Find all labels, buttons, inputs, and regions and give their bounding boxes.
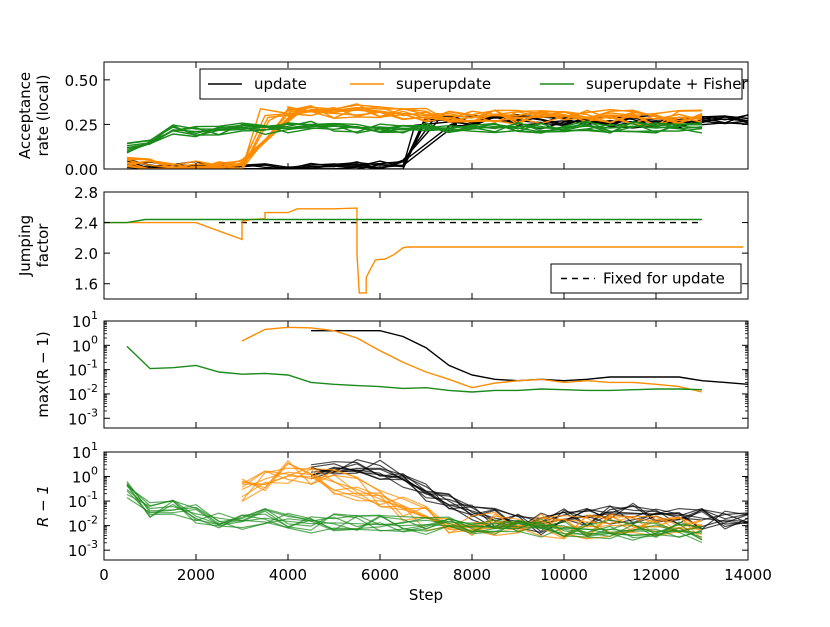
acceptance-rate-panel: 0.00 0.25 0.50 Acceptance rate (local) update… (16, 61, 749, 179)
superupdate-line (241, 326, 703, 393)
y-tick-label: 2.4 (74, 215, 98, 233)
x-axis-label: Step (409, 586, 443, 604)
y-tick-label: 100 (72, 465, 98, 487)
superupdate-fisher-line (126, 120, 703, 153)
x-tick-label: 4000 (269, 566, 307, 584)
legend-label: superupdate + Fisher (586, 75, 748, 93)
superupdate-fisher-line (126, 481, 703, 541)
superupdate-fisher-line (104, 218, 702, 224)
y-tick-label: 0.50 (65, 72, 98, 90)
x-tick-label: 12000 (632, 566, 680, 584)
superupdate-fisher-line (126, 484, 703, 541)
x-tick-label: 14000 (724, 566, 772, 584)
legend (199, 68, 743, 100)
superupdate-fisher-line (126, 345, 703, 393)
plot-area (126, 459, 748, 544)
x-tick-label: 8000 (453, 566, 491, 584)
y-tick-label: 10-3 (68, 538, 98, 560)
axes-frame (103, 320, 749, 429)
update-line (311, 330, 748, 385)
x-tick-label: 6000 (361, 566, 399, 584)
y-tick-label: 10-1 (68, 489, 98, 511)
y-tick-label: 101 (72, 440, 98, 462)
plot-area (126, 103, 748, 169)
legend (550, 263, 742, 294)
y-tick-label: 0.00 (65, 161, 98, 179)
x-tick-label: 0 (99, 566, 109, 584)
y-tick-label: 10-1 (68, 358, 98, 380)
axes-frame (103, 61, 749, 170)
y-tick-label: 0.25 (65, 116, 98, 134)
legend-label: superupdate (396, 75, 491, 93)
y-tick-label: 101 (72, 309, 98, 331)
legend-label: update (254, 75, 307, 93)
y-tick-label: 10-2 (68, 514, 98, 536)
x-tick-label: 2000 (177, 566, 215, 584)
y-axis-label: R − 1 (34, 485, 52, 527)
y-axis-label: rate (local) (34, 75, 52, 157)
superupdate-fisher-line (126, 490, 703, 538)
axes-frame (103, 451, 749, 561)
superupdate-line (241, 470, 703, 540)
y-tick-label: 2.0 (74, 245, 98, 263)
superupdate-fisher-line (126, 122, 703, 154)
superupdate-fisher-line (126, 488, 703, 534)
jumping-factor-panel: 1.6 2.0 2.4 2.8 Jumping factor Fixed for updat… (16, 184, 749, 300)
y-tick-label: 10-3 (68, 406, 98, 428)
plot-area (104, 207, 744, 294)
x-tick-label: 10000 (540, 566, 588, 584)
y-axis-label: Jumping (16, 215, 34, 277)
y-tick-label: 100 (72, 333, 98, 355)
superupdate-line (126, 103, 703, 169)
y-axis-label: factor (34, 223, 52, 268)
superupdate-fisher-line (126, 483, 703, 539)
legend-label: Fixed for update (603, 270, 725, 288)
y-tick-label: 10-2 (68, 382, 98, 404)
y-axis-label: max(R − 1) (34, 331, 52, 417)
y-tick-label: 1.6 (74, 276, 98, 294)
axes-frame (103, 191, 749, 300)
update-line (310, 467, 748, 530)
y-axis-label: Acceptance (16, 72, 34, 159)
superupdate-line (126, 107, 703, 169)
plot-area (126, 326, 748, 393)
y-tick-label: 2.8 (74, 184, 98, 202)
